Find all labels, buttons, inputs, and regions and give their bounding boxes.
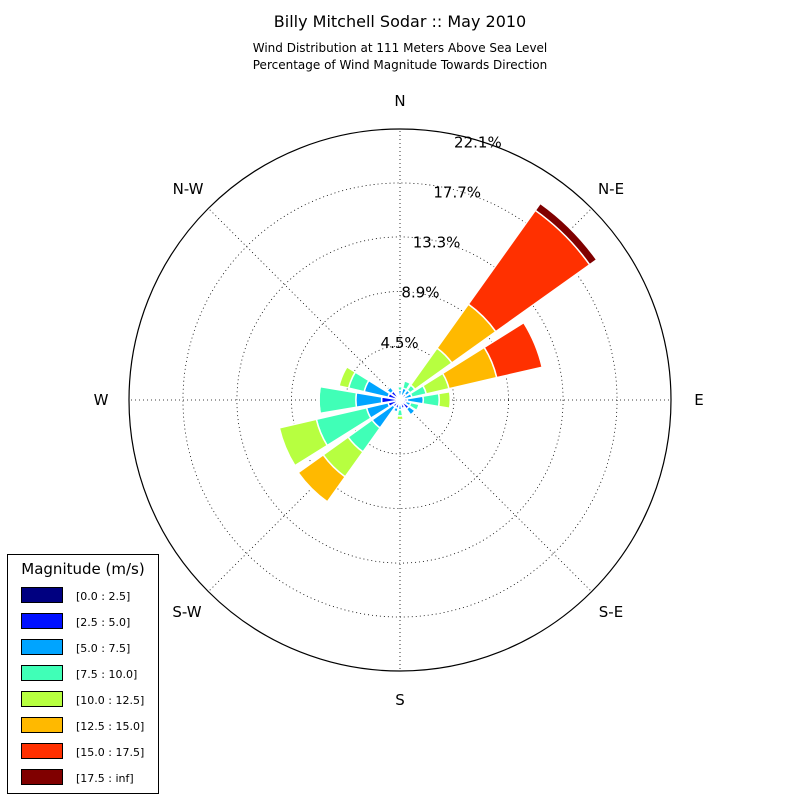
legend-label: [7.5 : 10.0] [76, 668, 138, 681]
legend-swatch [21, 717, 63, 733]
wedge-270-bin-3 [318, 385, 358, 415]
wedge-247.5-bin-4 [278, 418, 328, 467]
direction-label-n: N [394, 92, 405, 110]
direction-label-s: S [395, 691, 405, 709]
radial-tick-label: 17.7% [433, 183, 481, 201]
radial-tick-label: 13.3% [413, 233, 461, 251]
grid-circle [182, 182, 618, 618]
wedge-22.5-bin-3 [402, 380, 412, 391]
direction-label-w: W [94, 391, 109, 409]
direction-label-sw: S-W [172, 603, 201, 621]
wedge-112.5-bin-3 [408, 401, 420, 412]
direction-label-se: S-E [599, 603, 623, 621]
direction-label-nw: N-W [173, 180, 204, 198]
chart-subtitle-line1: Wind Distribution at 111 Meters Above Se… [252, 41, 548, 55]
chart-title: Billy Mitchell Sodar :: May 2010 [273, 12, 527, 31]
legend-label: [12.5 : 15.0] [76, 720, 145, 733]
grid-spoke [208, 208, 401, 401]
wind-rose-wedges [278, 202, 598, 503]
direction-label-ne: N-E [598, 180, 624, 198]
wedge-270-bin-4 [317, 385, 321, 415]
grid-spoke [399, 399, 592, 592]
grid-circle [236, 236, 564, 564]
wedge-0-bin-4 [396, 384, 404, 388]
legend-title: Magnitude (m/s) [21, 560, 145, 578]
wedge-292.5-bin-4 [338, 366, 357, 389]
radial-tick-label: 22.1% [454, 134, 502, 152]
wedge-180-bin-4 [396, 414, 404, 421]
wedge-45-bin-7 [534, 202, 598, 266]
wedge-135-bin-3 [409, 409, 417, 417]
radial-tick-labels: 4.5% 8.9% 13.3% 17.7% 22.1% [381, 134, 502, 353]
legend: Magnitude (m/s) [0.0 : 2.5] [2.5 : 5.0] [5… [7, 554, 159, 794]
grid-circle [345, 345, 455, 455]
wedge-225-bin-5 [297, 454, 346, 503]
legend-label: [10.0 : 12.5] [76, 694, 145, 707]
direction-label-e: E [694, 391, 703, 409]
wedge-337.5-bin-2 [397, 395, 401, 399]
legend-label: [15.0 : 17.5] [76, 746, 145, 759]
legend-swatch [21, 743, 63, 759]
legend-label: [5.0 : 7.5] [76, 642, 131, 655]
legend-swatch [21, 613, 63, 629]
legend-swatch [21, 691, 63, 707]
legend-swatch [21, 587, 63, 603]
polar-grid [129, 129, 671, 671]
radial-tick-label: 4.5% [381, 334, 419, 352]
legend-swatch [21, 665, 63, 681]
legend-swatch [21, 769, 63, 785]
legend-label: [17.5 : inf] [76, 772, 134, 785]
legend-label: [0.0 : 2.5] [76, 590, 131, 603]
polar-frame [128, 128, 672, 672]
chart-subtitle-line2: Percentage of Wind Magnitude Towards Dir… [252, 58, 548, 72]
radial-tick-label: 8.9% [401, 284, 439, 302]
legend-label: [2.5 : 5.0] [76, 616, 131, 629]
wedge-45-bin-6 [467, 209, 591, 333]
wedge-90-bin-3 [422, 392, 440, 408]
wedge-90-bin-4 [437, 390, 452, 410]
wedge-67.5-bin-6 [483, 321, 543, 379]
wedge-315-bin-2 [386, 386, 395, 395]
legend-swatch [21, 639, 63, 655]
